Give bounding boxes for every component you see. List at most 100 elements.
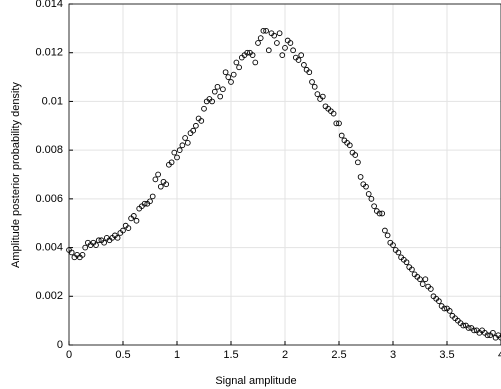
point (152, 176, 159, 183)
point (395, 249, 402, 256)
point (295, 57, 302, 63)
point (222, 69, 229, 76)
point (338, 132, 345, 139)
x-tick-label: 1 (174, 349, 180, 361)
y-axis-label: Amplitude posterior probability density (10, 82, 22, 268)
point (255, 40, 261, 46)
y-tick-label: 0.014 (35, 0, 63, 10)
point (120, 227, 126, 234)
point (82, 244, 89, 251)
point (384, 232, 391, 239)
point (271, 32, 278, 39)
point (309, 79, 315, 85)
point (419, 281, 426, 287)
y-tick-label: 0 (57, 339, 63, 351)
point (409, 266, 415, 273)
point (471, 327, 477, 334)
point (125, 225, 132, 231)
point (263, 27, 269, 34)
point (249, 52, 256, 59)
point (290, 47, 296, 54)
point (314, 91, 321, 97)
y-tick-label: 0.006 (35, 193, 63, 205)
point (114, 234, 121, 241)
point (133, 217, 140, 224)
point (363, 183, 369, 190)
point (95, 237, 102, 244)
x-tick-label: 0.5 (115, 349, 130, 361)
plot-frame (68, 3, 501, 346)
point (168, 159, 175, 166)
point (282, 44, 288, 51)
point (365, 191, 372, 197)
point (417, 276, 423, 283)
point (490, 329, 496, 336)
point (260, 27, 267, 34)
point (436, 298, 442, 305)
point (465, 325, 472, 331)
point (236, 64, 242, 71)
point (368, 196, 375, 202)
point (298, 52, 305, 59)
point (147, 198, 153, 205)
point (101, 239, 107, 246)
y-tick-label: 0.004 (35, 241, 63, 253)
point (171, 149, 178, 156)
point (149, 193, 156, 200)
point (319, 93, 326, 100)
point (252, 59, 259, 66)
point (403, 259, 410, 266)
point (193, 122, 199, 129)
point (155, 171, 161, 178)
point (287, 40, 294, 46)
point (352, 152, 359, 158)
point (274, 40, 280, 46)
point (225, 74, 232, 80)
x-axis-label: Signal amplitude (215, 375, 296, 387)
point (184, 139, 191, 146)
point (346, 142, 353, 149)
point (130, 213, 137, 219)
point (217, 93, 224, 100)
point (382, 227, 388, 234)
point (446, 308, 453, 314)
point (68, 249, 75, 256)
point (355, 159, 361, 166)
point (157, 183, 164, 190)
point (371, 203, 377, 210)
point (279, 52, 286, 59)
point (182, 135, 188, 141)
point (390, 242, 396, 248)
point (163, 181, 170, 188)
point (179, 142, 186, 149)
x-tick-label: 2.5 (331, 349, 346, 361)
point (460, 322, 467, 329)
point (306, 69, 313, 76)
point (498, 334, 501, 341)
point (211, 88, 218, 95)
point (376, 210, 383, 217)
point (141, 200, 148, 207)
point (265, 47, 272, 54)
x-tick-label: 2 (282, 349, 288, 361)
point (333, 120, 340, 127)
point (276, 30, 283, 37)
point (427, 286, 434, 292)
point (484, 332, 491, 339)
x-tick-label: 3.5 (439, 349, 454, 361)
x-tick-label: 0 (66, 349, 72, 361)
point (220, 86, 226, 93)
y-tick-label: 0.008 (35, 144, 63, 156)
point (441, 305, 448, 312)
point (228, 79, 234, 85)
point (198, 118, 205, 124)
x-tick-label: 3 (390, 349, 396, 361)
point (201, 105, 207, 112)
point (311, 83, 318, 90)
y-tick-label: 0.012 (35, 47, 63, 59)
point (190, 127, 197, 134)
point (357, 174, 364, 180)
point (174, 154, 180, 161)
x-tick-label: 1.5 (223, 349, 238, 361)
